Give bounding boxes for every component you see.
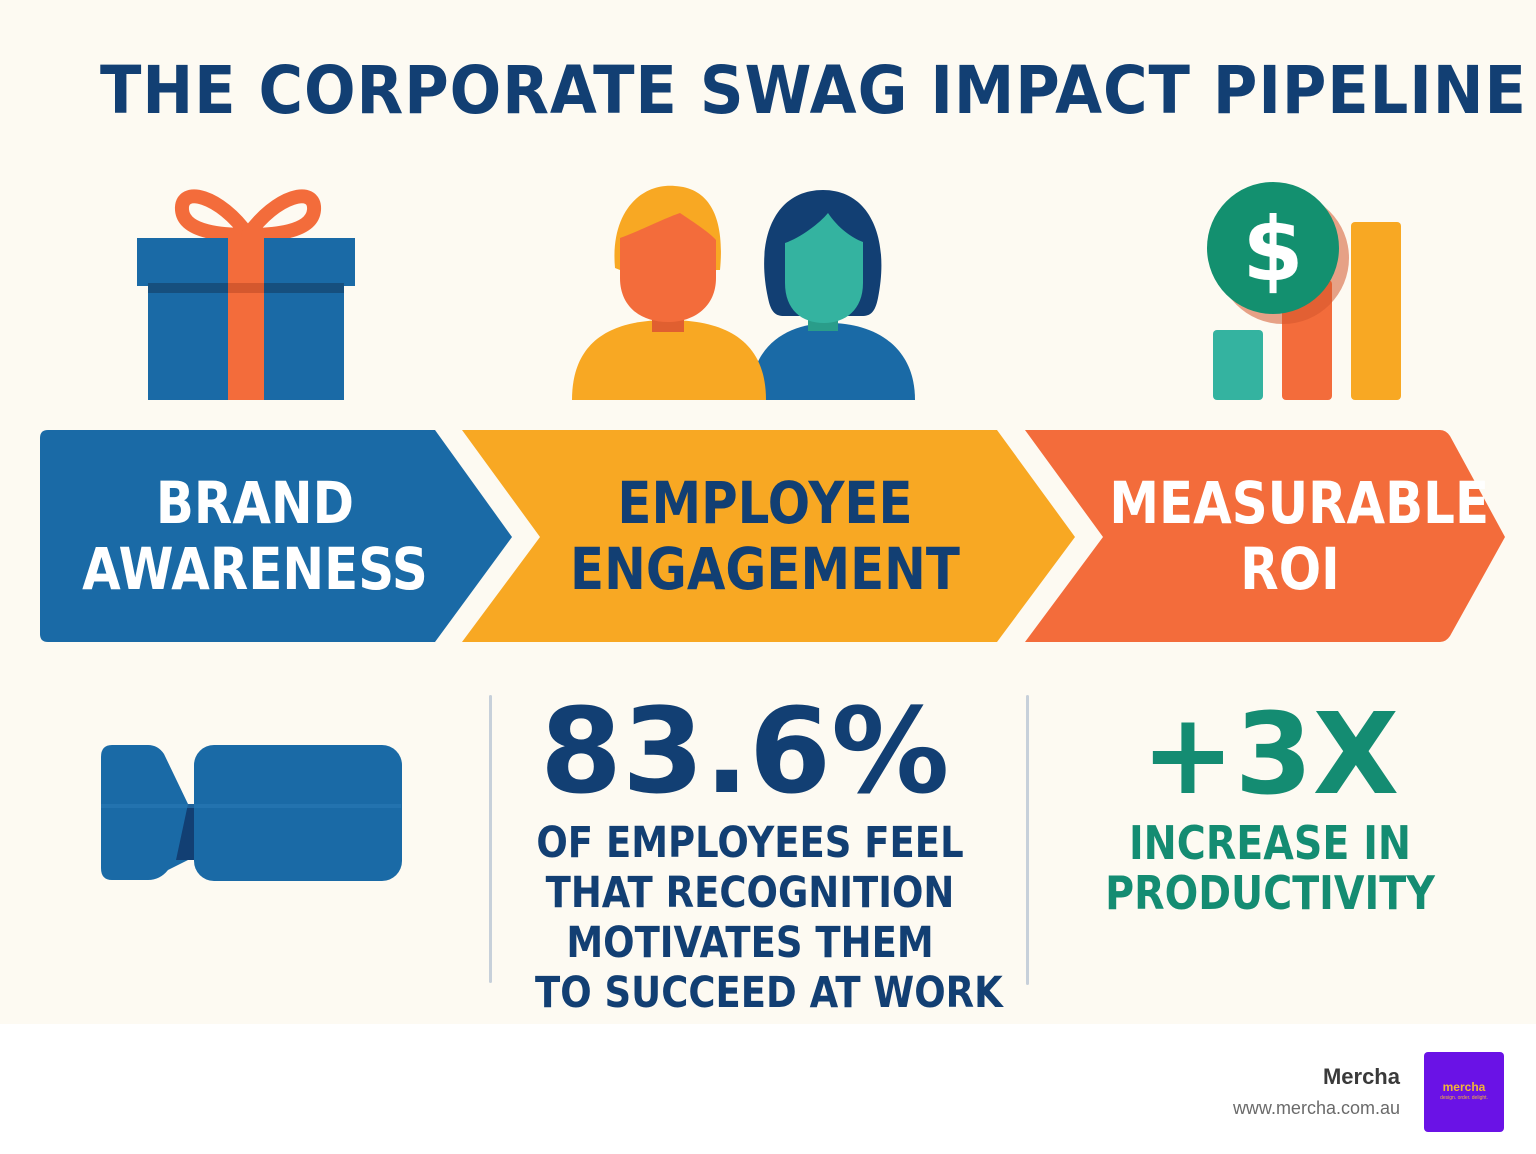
stat-text-line: MOTIVATES THEM: [566, 918, 934, 968]
pipeline-arrows: [40, 430, 1505, 642]
stage-label-brand-awareness: BRAND AWARENESS: [70, 470, 440, 602]
logo-wordmark: mercha: [1442, 1080, 1486, 1094]
stage-label-line: EMPLOYEE: [617, 469, 913, 537]
stage-label-line: BRAND: [155, 469, 355, 537]
gift-icon: [137, 189, 355, 400]
brand-logo: mercha design. order. delight.: [1424, 1052, 1504, 1132]
video-camera-icon: [101, 745, 402, 881]
stat-roi-description: INCREASE IN PRODUCTIVITY: [1098, 818, 1442, 918]
stat-text-line: INCREASE IN: [1128, 816, 1412, 870]
footer-url[interactable]: www.mercha.com.au: [1232, 1098, 1400, 1118]
infographic-canvas: THE CORPORATE SWAG IMPACT PIPELINE $: [0, 0, 1536, 1024]
svg-text:$: $: [1242, 198, 1303, 301]
stage-arrow-brand-awareness: [40, 430, 512, 642]
stat-engagement-description: OF EMPLOYEES FEEL THAT RECOGNITION MOTIV…: [535, 818, 1003, 1018]
stage-label-measurable-roi: MEASURABLE ROI: [1109, 469, 1490, 603]
stage-label-line: ROI: [1240, 535, 1340, 603]
stage-label-line: AWARENESS: [82, 535, 428, 603]
stat-text-line: PRODUCTIVITY: [1105, 866, 1435, 920]
stat-roi-value: +3X: [1140, 690, 1400, 820]
divider-left: [489, 695, 492, 983]
stat-text-line: TO SUCCEED AT WORK: [535, 968, 1003, 1018]
stage-arrow-measurable-roi: [1025, 430, 1505, 642]
stage-label-employee-engagement: EMPLOYEE ENGAGEMENT: [563, 470, 967, 602]
stat-text-line: OF EMPLOYEES FEEL: [536, 818, 964, 868]
page-title: THE CORPORATE SWAG IMPACT PIPELINE: [100, 52, 1527, 129]
stage-arrow-employee-engagement: [462, 430, 1075, 642]
stage-label-line: MEASURABLE: [1109, 469, 1490, 537]
logo-tagline: design. order. delight.: [1440, 1095, 1488, 1101]
divider-right: [1026, 695, 1029, 985]
stat-engagement-value: 83.6%: [540, 682, 950, 820]
money-chart-icon: $: [1207, 182, 1401, 400]
people-icon: [572, 185, 915, 400]
footer-brand-name: Mercha: [1322, 1064, 1400, 1089]
stat-text-line: THAT RECOGNITION: [545, 868, 955, 918]
stage-label-line: ENGAGEMENT: [570, 535, 960, 603]
